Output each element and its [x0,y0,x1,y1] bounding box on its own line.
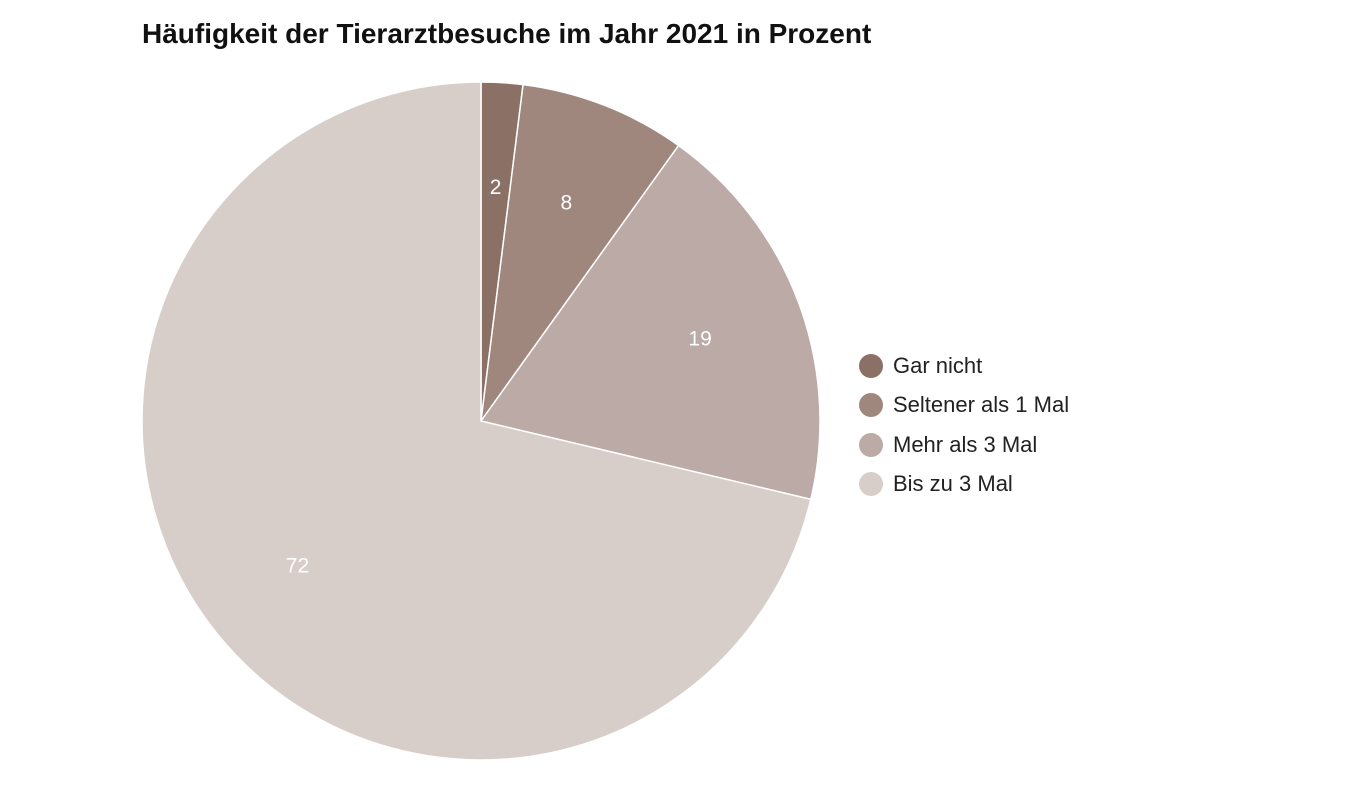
legend-swatch [859,472,883,497]
legend: Gar nicht Seltener als 1 Mal Mehr als 3 … [859,346,1069,504]
chart-title: Häufigkeit der Tierarztbesuche im Jahr 2… [142,18,872,49]
pie-slices [141,81,821,761]
slice-value-label: 72 [286,555,309,578]
legend-swatch [859,353,883,378]
legend-label: Mehr als 3 Mal [893,431,1038,457]
pie-slice[interactable] [479,144,821,501]
legend-label: Gar nicht [893,352,983,378]
slice-value-label: 8 [560,192,572,215]
legend-item[interactable]: Seltener als 1 Mal [859,386,1069,426]
legend-item[interactable]: Mehr als 3 Mal [859,425,1069,465]
legend-item[interactable]: Bis zu 3 Mal [859,465,1069,505]
legend-swatch [859,393,883,418]
slice-value-label: 19 [688,328,711,351]
legend-item[interactable]: Gar nicht [859,346,1069,386]
legend-label: Bis zu 3 Mal [893,471,1013,497]
pie-slice-labels: 2 8 19 72 [286,176,712,577]
slice-value-label: 2 [490,176,502,199]
legend-label: Seltener als 1 Mal [893,392,1070,418]
pie-slice[interactable] [480,83,680,422]
legend-swatch [859,432,883,457]
pie-slice[interactable] [141,81,812,761]
